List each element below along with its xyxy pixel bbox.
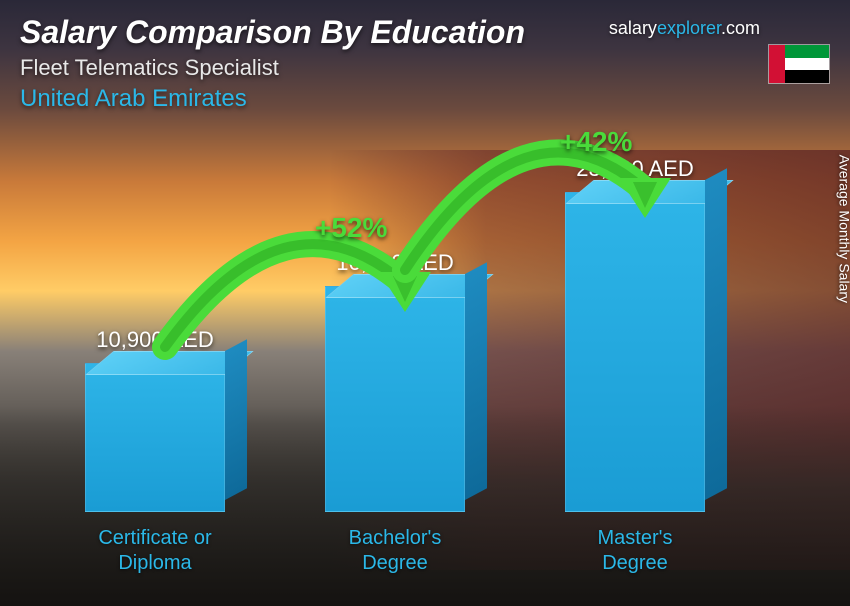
brand-logo-text: salaryexplorer.com — [609, 18, 760, 39]
flag-stripe-white — [785, 58, 829, 71]
increase-arrow — [60, 76, 790, 576]
flag-stripes — [785, 45, 829, 83]
increase-percent-label: +42% — [560, 126, 632, 158]
country-name: United Arab Emirates — [20, 85, 525, 113]
flag-stripe-black — [785, 70, 829, 83]
bar-chart: 10,900 AEDCertificate orDiploma16,500 AE… — [60, 76, 790, 576]
chart-header: Salary Comparison By Education Fleet Tel… — [20, 14, 525, 113]
uae-flag-icon — [768, 44, 830, 84]
brand-suffix: .com — [721, 18, 760, 38]
increase-percent-label: +52% — [315, 212, 387, 244]
y-axis-label: Average Monthly Salary — [836, 155, 850, 303]
brand-prefix: salary — [609, 18, 657, 38]
flag-red-bar — [769, 45, 785, 83]
chart-title: Salary Comparison By Education — [20, 14, 525, 51]
brand-accent: explorer — [657, 18, 721, 38]
flag-stripe-green — [785, 45, 829, 58]
job-title: Fleet Telematics Specialist — [20, 55, 525, 81]
